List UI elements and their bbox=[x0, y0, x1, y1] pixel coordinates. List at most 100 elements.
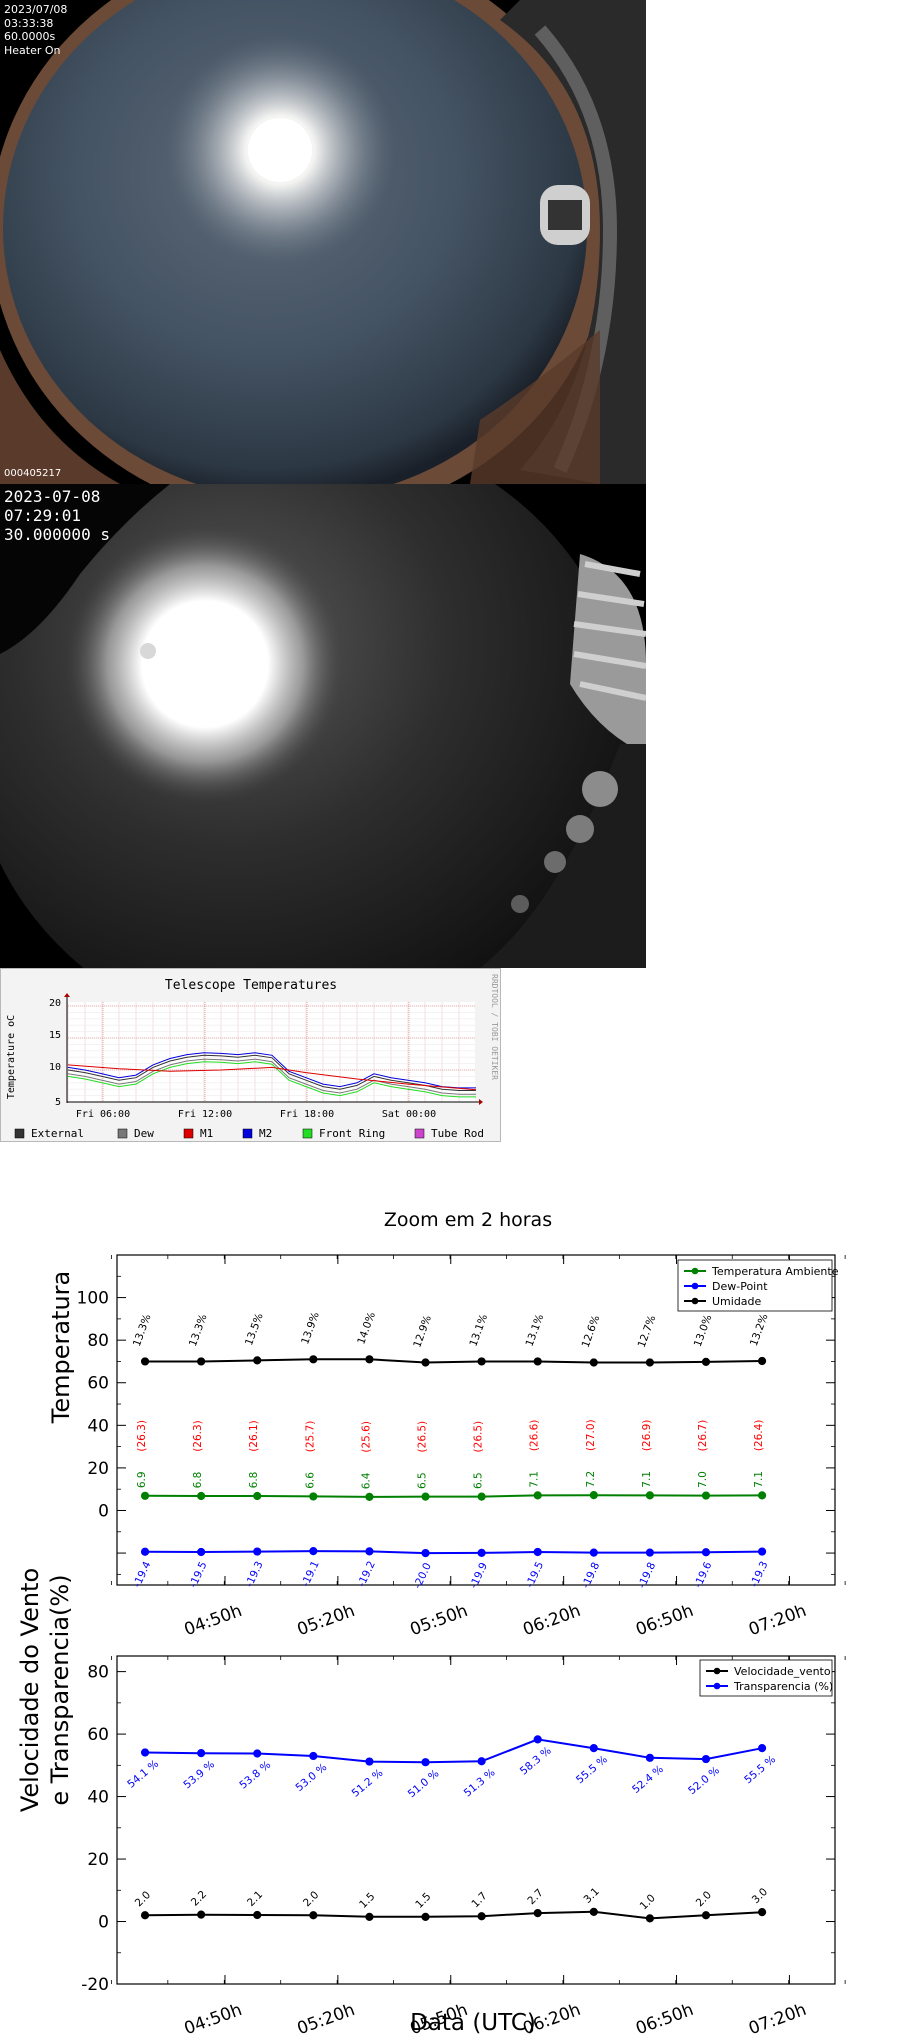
velocidade-vento-point bbox=[140, 1911, 150, 1920]
transparencia-label: 52.4 % bbox=[630, 1763, 666, 1796]
telescope-y-tick: 15 bbox=[49, 1030, 61, 1041]
dew-point-point bbox=[757, 1547, 767, 1556]
velocidade-vento-line bbox=[144, 1910, 763, 1920]
chart-1-title: Zoom em 2 horas bbox=[384, 1209, 552, 1231]
transparencia-point bbox=[365, 1757, 374, 1766]
velocidade-vento-point bbox=[477, 1912, 486, 1921]
dew-point-label: -20.0 bbox=[412, 1561, 434, 1591]
velocidade-vento-label: 2.7 bbox=[525, 1887, 545, 1907]
velocidade-vento-label: 2.0 bbox=[301, 1889, 321, 1909]
y-tick-label: 20 bbox=[87, 1459, 109, 1479]
dew-point-point bbox=[309, 1547, 318, 1556]
umidade-label: 13.1% bbox=[467, 1313, 490, 1348]
telescope-temperatures-graph: Telescope Temperatures Temperature oC RR… bbox=[6, 974, 499, 1140]
dew-point-line bbox=[144, 1550, 763, 1555]
temperatura-ambiente-line bbox=[144, 1494, 763, 1498]
temperatura-ambiente-point bbox=[140, 1491, 150, 1500]
umidade-line bbox=[145, 1358, 763, 1364]
dew-point-point bbox=[701, 1548, 711, 1557]
telescope-temperatures-legend: External Dew M1 M2 Front Ring Tube Rod bbox=[14, 1127, 484, 1140]
velocidade-vento-label: 1.5 bbox=[413, 1891, 433, 1911]
temperatura-ambiente-label: 7.1 bbox=[641, 1471, 653, 1488]
dew-point-point bbox=[253, 1547, 262, 1556]
temperatura-ambiente-point bbox=[757, 1491, 767, 1500]
velocidade-vento-label: 1.0 bbox=[638, 1892, 658, 1912]
chart-2-ylabel-line2: e Transparencia(%) bbox=[46, 1574, 74, 1805]
y-tick-label: 0 bbox=[98, 1913, 109, 1933]
sky-cam-1-date: 2023/07/08 bbox=[4, 3, 68, 16]
y-tick-label: -20 bbox=[81, 1975, 109, 1995]
sky-cam-1-overlay: 2023/07/08 03:33:38 60.0000s Heater On bbox=[4, 3, 67, 57]
legend-item-m2: M2 bbox=[242, 1127, 272, 1140]
velocidade-vento-point bbox=[533, 1908, 542, 1918]
x-tick-label: 04:50h bbox=[182, 2000, 245, 2039]
transparencia-label: 53.0 % bbox=[293, 1761, 329, 1794]
umidade-label: 13.3% bbox=[187, 1313, 210, 1348]
all-sky-image-1 bbox=[0, 0, 646, 484]
dew-point-point bbox=[533, 1547, 542, 1557]
umidade-label: 12.9% bbox=[411, 1314, 434, 1349]
sky-cam-1-time: 03:33:38 bbox=[4, 16, 54, 30]
sky-cam-2-time: 07:29:01 bbox=[4, 506, 82, 525]
umidade-label: 14.0% bbox=[355, 1311, 378, 1346]
y-tick-label: 40 bbox=[87, 1788, 109, 1808]
temperatura-ambiente-point bbox=[645, 1491, 654, 1500]
dew-point-label: -19.8 bbox=[580, 1561, 602, 1591]
dew-point-point bbox=[477, 1548, 486, 1557]
transparencia-label: 54.1 % bbox=[125, 1758, 161, 1791]
umidade-point bbox=[589, 1358, 598, 1367]
y-tick-label: 80 bbox=[87, 1663, 109, 1683]
sky-cam-2-date: 2023-07-08 bbox=[4, 487, 101, 506]
svg-text:Tube Rod: Tube Rod bbox=[431, 1127, 484, 1140]
umidade-point bbox=[477, 1357, 486, 1366]
transparencia-point bbox=[701, 1754, 711, 1764]
temperatura-ambiente-point bbox=[701, 1491, 711, 1500]
temperatura-ambiente-label: 7.2 bbox=[585, 1471, 597, 1488]
umidade-label: 13.1% bbox=[524, 1313, 547, 1348]
chart-2-ylabel-line1: Velocidade do Vento bbox=[16, 1568, 44, 1812]
sky-cam-2-overlay: 2023-07-08 07:29:01 30.000000 s bbox=[4, 487, 110, 544]
temperatura-ambiente-point bbox=[253, 1491, 262, 1501]
velocidade-vento-point bbox=[365, 1912, 374, 1921]
transparencia-point bbox=[253, 1749, 262, 1758]
sensor-temperature-label: (26.5) bbox=[473, 1421, 485, 1453]
legend-label: Umidade bbox=[712, 1295, 762, 1308]
plot-frame bbox=[116, 1254, 836, 1586]
umidade-label: 13.5% bbox=[243, 1312, 266, 1347]
telescope-temperatures-plot-area bbox=[68, 1002, 475, 1102]
velocidade-vento-label: 1.7 bbox=[469, 1890, 489, 1910]
sensor-temperature-label: (26.3) bbox=[136, 1420, 148, 1452]
sensor-temperature-label: (26.7) bbox=[697, 1420, 709, 1452]
dew-point-point bbox=[589, 1548, 598, 1557]
velocidade-vento-point bbox=[645, 1914, 654, 1923]
telescope-front-ring-trace bbox=[67, 1061, 476, 1098]
legend-item-front-ring: Front Ring bbox=[302, 1127, 385, 1140]
legend-item-m1: M1 bbox=[183, 1127, 213, 1140]
x-tick-label: 04:50h bbox=[182, 1601, 245, 1640]
x-tick-label: 06:50h bbox=[633, 2000, 696, 2039]
x-tick-label: 07:20h bbox=[746, 2000, 809, 2039]
temperatura-ambiente-label: 6.5 bbox=[417, 1472, 429, 1489]
telescope-dew-trace bbox=[67, 1058, 476, 1095]
dew-point-point bbox=[645, 1548, 654, 1557]
y-tick-label: 0 bbox=[98, 1501, 109, 1521]
legend-marker bbox=[691, 1282, 699, 1290]
legend-item-tube-rod: Tube Rod bbox=[414, 1127, 484, 1140]
transparencia-label: 58.3 % bbox=[518, 1745, 554, 1778]
chart-2-xlabel: Data (UTC) bbox=[410, 2010, 536, 2036]
y-tick-label: 60 bbox=[87, 1725, 109, 1745]
rrdtool-watermark: RRDTOOL / TOBI OETIKER bbox=[490, 974, 499, 1080]
legend-marker bbox=[691, 1297, 699, 1305]
legend-marker bbox=[713, 1667, 721, 1675]
umidade-point bbox=[645, 1358, 654, 1367]
sensor-temperature-label: (25.7) bbox=[304, 1421, 316, 1453]
velocidade-vento-point bbox=[757, 1908, 767, 1917]
telescope-x-tick: Fri 12:00 bbox=[178, 1109, 232, 1120]
umidade-point bbox=[309, 1355, 318, 1364]
umidade-point bbox=[757, 1356, 767, 1366]
telescope-temperatures-x-ticks: Fri 06:00 Fri 12:00 Fri 18:00 Sat 00:00 bbox=[76, 1109, 436, 1120]
transparencia-label: 51.0 % bbox=[406, 1768, 442, 1801]
velocidade-vento-label: 2.2 bbox=[189, 1888, 209, 1908]
telescope-x-tick: Sat 00:00 bbox=[382, 1109, 436, 1120]
